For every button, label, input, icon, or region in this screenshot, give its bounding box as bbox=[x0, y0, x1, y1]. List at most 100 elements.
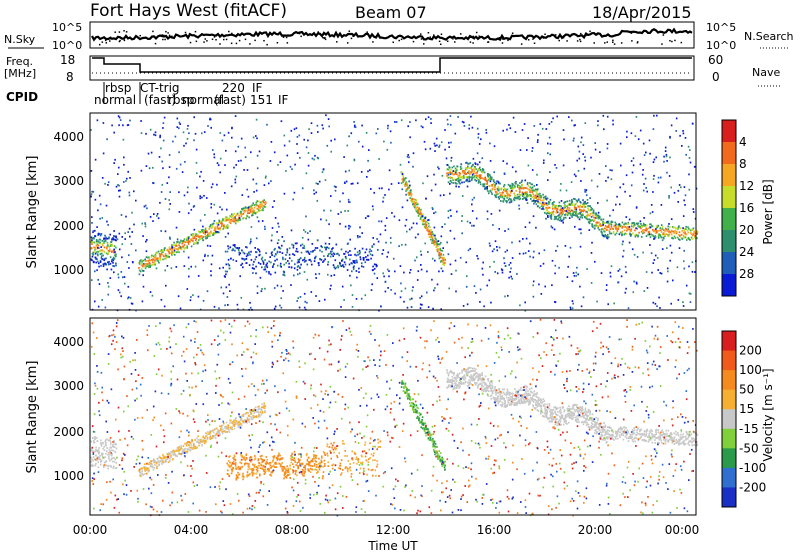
range-gate-cell bbox=[570, 181, 573, 183]
range-gate-cell bbox=[227, 218, 230, 221]
range-gate-cell bbox=[557, 205, 560, 207]
range-gate-cell bbox=[158, 254, 161, 256]
range-gate-cell bbox=[152, 468, 155, 471]
range-gate-cell bbox=[263, 469, 265, 471]
range-gate-cell bbox=[234, 181, 237, 184]
range-gate-cell bbox=[434, 183, 437, 186]
nsearch-dot bbox=[452, 38, 454, 40]
range-gate-cell bbox=[291, 168, 293, 171]
range-gate-cell bbox=[542, 162, 545, 164]
range-gate-cell bbox=[590, 216, 593, 218]
range-gate-cell bbox=[563, 216, 565, 219]
range-gate-cell bbox=[410, 189, 412, 191]
range-gate-cell bbox=[379, 233, 382, 236]
range-gate-cell bbox=[344, 225, 347, 228]
range-gate-cell bbox=[582, 203, 584, 206]
range-gate-cell bbox=[506, 191, 509, 193]
range-gate-cell bbox=[645, 235, 648, 237]
range-gate-cell bbox=[352, 260, 355, 262]
range-gate-cell bbox=[355, 298, 358, 300]
range-gate-cell bbox=[149, 262, 151, 265]
range-gate-cell bbox=[308, 462, 311, 464]
range-gate-cell bbox=[104, 262, 107, 265]
range-gate-cell bbox=[320, 459, 323, 462]
range-gate-cell bbox=[92, 459, 94, 462]
range-gate-cell bbox=[563, 204, 566, 207]
range-gate-cell bbox=[373, 272, 376, 275]
range-gate-cell bbox=[410, 199, 412, 202]
range-gate-cell bbox=[105, 452, 107, 455]
range-gate-cell bbox=[655, 230, 658, 232]
range-gate-cell bbox=[473, 196, 475, 199]
range-gate-cell bbox=[538, 201, 540, 204]
range-gate-cell bbox=[571, 300, 574, 302]
range-gate-cell bbox=[281, 252, 284, 254]
range-gate-cell bbox=[263, 404, 265, 407]
range-gate-cell bbox=[513, 198, 515, 201]
range-gate-cell bbox=[142, 274, 144, 277]
range-gate-cell bbox=[246, 416, 249, 419]
range-gate-cell bbox=[279, 458, 282, 460]
range-gate-cell bbox=[560, 205, 563, 208]
range-gate-cell bbox=[243, 421, 245, 424]
range-gate-cell bbox=[544, 211, 546, 214]
range-gate-cell bbox=[468, 124, 471, 126]
range-gate-cell bbox=[209, 438, 212, 440]
range-gate-cell bbox=[692, 208, 695, 210]
range-gate-cell bbox=[159, 134, 161, 137]
range-gate-cell bbox=[555, 249, 557, 252]
range-gate-cell bbox=[688, 157, 691, 159]
range-gate-cell bbox=[522, 195, 524, 197]
range-gate-cell bbox=[193, 447, 196, 450]
range-gate-cell bbox=[108, 453, 111, 456]
range-gate-cell bbox=[308, 463, 311, 465]
range-gate-cell bbox=[232, 248, 234, 250]
range-gate-cell bbox=[184, 161, 186, 163]
range-gate-cell bbox=[456, 178, 459, 180]
range-gate-cell bbox=[471, 168, 473, 171]
range-gate-cell bbox=[164, 258, 167, 260]
range-gate-cell bbox=[330, 139, 332, 142]
nsearch-dot bbox=[184, 31, 187, 34]
nsearch-dot bbox=[487, 41, 489, 43]
range-gate-cell bbox=[213, 305, 216, 308]
range-gate-cell bbox=[373, 267, 376, 270]
range-gate-cell bbox=[210, 263, 213, 266]
range-gate-cell bbox=[414, 236, 417, 239]
range-gate-cell bbox=[168, 154, 171, 156]
range-gate-cell bbox=[658, 233, 660, 236]
range-gate-cell bbox=[632, 222, 634, 224]
range-gate-cell bbox=[240, 423, 242, 425]
range-gate-cell bbox=[274, 247, 276, 250]
range-gate-cell bbox=[245, 457, 248, 459]
range-gate-cell bbox=[661, 248, 664, 250]
range-gate-cell bbox=[508, 185, 511, 188]
range-gate-cell bbox=[567, 265, 569, 268]
range-gate-cell bbox=[212, 149, 214, 151]
range-gate-cell bbox=[514, 181, 516, 184]
range-gate-cell bbox=[605, 165, 607, 167]
range-gate-cell bbox=[489, 178, 492, 180]
range-gate-cell bbox=[420, 208, 422, 211]
nsearch-dot bbox=[109, 36, 112, 39]
range-gate-cell bbox=[115, 467, 118, 469]
range-gate-cell bbox=[228, 264, 231, 267]
range-gate-cell bbox=[269, 160, 272, 162]
range-gate-cell bbox=[93, 241, 95, 244]
range-gate-cell bbox=[306, 453, 308, 455]
range-gate-cell bbox=[258, 405, 260, 408]
range-gate-cell bbox=[559, 213, 561, 215]
range-gate-cell bbox=[431, 231, 433, 233]
range-gate-cell bbox=[297, 265, 300, 267]
range-gate-cell bbox=[155, 267, 158, 270]
range-gate-cell bbox=[259, 408, 262, 411]
range-gate-cell bbox=[607, 226, 609, 229]
range-gate-cell bbox=[634, 135, 637, 137]
range-gate-cell bbox=[427, 230, 430, 233]
noise-frame bbox=[89, 21, 695, 49]
range-gate-cell bbox=[190, 265, 192, 268]
range-gate-cell bbox=[255, 189, 258, 192]
range-gate-cell bbox=[117, 173, 119, 175]
range-gate-cell bbox=[612, 123, 614, 126]
range-gate-cell bbox=[142, 285, 145, 288]
